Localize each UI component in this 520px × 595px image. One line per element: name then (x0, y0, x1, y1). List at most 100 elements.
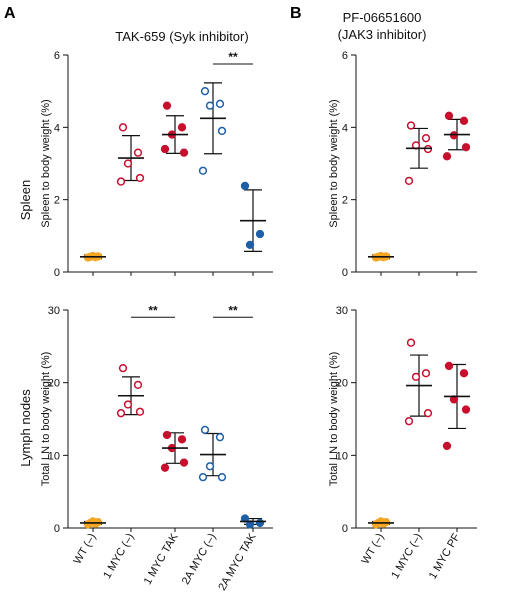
group-0 (80, 251, 106, 262)
group-0 (80, 517, 106, 529)
data-point (179, 148, 189, 157)
y-tick-label: 0 (54, 523, 60, 535)
plots: 0 2 4 6 Spleen to body weight (%) ** 0 2 4 6 Splee… (40, 50, 477, 593)
data-point (116, 177, 126, 186)
y-tick-label: 2 (54, 195, 60, 207)
data-point (123, 400, 133, 409)
category-label: 1 MYC (–) (389, 532, 424, 581)
data-point (177, 435, 187, 444)
significance-label: ** (148, 303, 158, 317)
data-point (198, 472, 208, 482)
data-point (118, 363, 128, 373)
y-tick-label: 10 (336, 450, 348, 462)
y-tick-label: 30 (336, 305, 348, 317)
y-axis-label: Spleen to body weight (%) (40, 99, 52, 227)
chart-lymph_tak: 0 10 20 30 Total LN to body weight (%) WT (–)… (40, 303, 273, 593)
data-point (217, 472, 227, 482)
group-0 (368, 251, 394, 262)
category-label: 1 MYC (–) (101, 532, 136, 581)
data-point (421, 369, 431, 378)
data-point (200, 87, 210, 96)
category-label: WT (–) (72, 532, 99, 567)
data-point (245, 240, 255, 250)
title-pf-line2: (JAK3 inhibitor) (338, 27, 427, 42)
data-point (123, 159, 133, 168)
group-0 (368, 517, 394, 529)
data-point (198, 166, 208, 175)
data-point (411, 372, 421, 382)
title-pf-line1: PF-06651600 (343, 10, 422, 25)
group-1 (116, 363, 145, 418)
data-point (423, 409, 433, 418)
data-point (205, 462, 215, 471)
data-point (118, 123, 128, 132)
data-point (162, 101, 172, 110)
data-point (421, 134, 431, 143)
data-point (135, 407, 145, 416)
y-tick-label: 0 (342, 523, 348, 535)
group-2 (442, 361, 471, 451)
data-point (442, 152, 452, 161)
data-point (215, 433, 225, 442)
row-label-spleen: Spleen (18, 180, 33, 220)
y-tick-label: 4 (342, 122, 348, 134)
group-2 (160, 101, 189, 157)
y-axis-label: Total LN to body weight (%) (328, 352, 340, 487)
title-tak: TAK-659 (Syk inhibitor) (115, 29, 248, 44)
y-axis-label: Total LN to body weight (%) (40, 352, 52, 487)
group-3 (198, 82, 227, 175)
y-tick-label: 6 (342, 50, 348, 62)
data-point (135, 173, 145, 183)
y-tick-label: 2 (342, 195, 348, 207)
data-point (461, 143, 471, 152)
data-point (200, 425, 210, 435)
data-point (255, 518, 265, 528)
group-2 (160, 430, 189, 472)
data-point (116, 409, 126, 418)
category-label: 1 MYC TAK (142, 531, 181, 587)
chart-lymph_pf: 0 10 20 30 Total LN to body weight (%) WT (–)… (328, 305, 477, 581)
data-point (240, 181, 250, 191)
data-point (444, 111, 454, 120)
group-4 (240, 514, 266, 529)
data-point (404, 176, 414, 186)
data-point (205, 101, 215, 110)
y-tick-label: 30 (48, 305, 60, 317)
group-3 (198, 425, 227, 482)
data-point (215, 99, 225, 108)
data-point (217, 126, 227, 136)
y-tick-label: 4 (54, 122, 60, 134)
group-2 (442, 111, 471, 161)
significance-label: ** (228, 303, 238, 317)
data-point (442, 441, 452, 451)
chart-spleen_tak: 0 2 4 6 Spleen to body weight (%) ** (40, 50, 273, 279)
y-tick-label: 6 (54, 50, 60, 62)
category-label: 2A MYC (–) (180, 532, 219, 587)
y-tick-label: 10 (48, 450, 60, 462)
y-tick-label: 0 (54, 267, 60, 279)
category-label: 2A MYC TAK (216, 531, 259, 593)
category-label: WT (–) (360, 532, 387, 567)
data-point (133, 380, 143, 389)
group-1 (116, 123, 145, 186)
data-point (461, 405, 471, 414)
y-tick-label: 0 (342, 267, 348, 279)
data-point (162, 430, 172, 440)
panel-letter-a: A (4, 5, 16, 22)
chart-spleen_pf: 0 2 4 6 Spleen to body weight (%) (328, 50, 477, 279)
group-4 (240, 181, 266, 252)
data-point (255, 229, 265, 239)
data-point (459, 116, 469, 125)
data-point (160, 144, 170, 154)
y-axis-label: Spleen to body weight (%) (328, 99, 340, 227)
data-point (133, 148, 143, 157)
category-label: 1 MYC PF (427, 531, 463, 581)
panel-letter-b: B (290, 5, 302, 22)
y-tick-label: 20 (336, 378, 348, 390)
group-1 (404, 121, 433, 186)
data-point (406, 338, 416, 347)
data-point (404, 417, 414, 426)
group-1 (404, 338, 433, 426)
y-tick-label: 20 (48, 378, 60, 390)
